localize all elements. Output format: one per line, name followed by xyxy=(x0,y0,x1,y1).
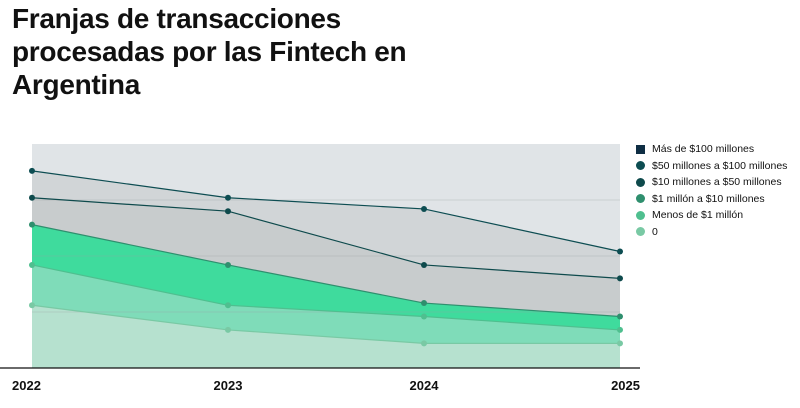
point-series-6-2025 xyxy=(617,340,623,347)
legend-item-1: Más de $100 millones xyxy=(636,141,787,158)
legend-item-3: $10 millones a $50 millones xyxy=(636,174,787,191)
legend-item-2: $50 millones a $100 millones xyxy=(636,158,787,175)
x-tick-label-2025: 2025 xyxy=(611,378,640,393)
point-series-3-2025 xyxy=(617,275,623,282)
line-series-5 xyxy=(31,264,621,331)
legend-label-2: $50 millones a $100 millones xyxy=(652,159,788,172)
gridlines xyxy=(32,199,620,313)
point-series-6-2022 xyxy=(29,302,35,309)
point-series-4-2025 xyxy=(617,313,623,320)
line-series-2 xyxy=(31,170,621,253)
x-tick-label-2023: 2023 xyxy=(214,378,243,393)
legend-label-1: Más de $100 millones xyxy=(652,143,755,155)
legend: Más de $100 millones $50 millones a $100 … xyxy=(636,141,787,240)
point-series-5-2022 xyxy=(29,261,35,268)
point-series-5-2023 xyxy=(225,302,231,309)
legend-swatch-3 xyxy=(636,177,645,187)
legend-swatch-2 xyxy=(636,161,645,171)
legend-item-6: 0 xyxy=(636,224,787,241)
series-points xyxy=(29,167,623,347)
legend-item-4: $1 millón a $10 millones xyxy=(636,191,787,208)
point-series-3-2023 xyxy=(225,208,231,215)
point-series-4-2023 xyxy=(225,261,231,268)
legend-swatch-4 xyxy=(636,194,645,204)
legend-label-5: Menos de $1 millón xyxy=(652,209,744,221)
point-series-5-2024 xyxy=(421,313,427,320)
legend-swatch-1 xyxy=(636,144,645,154)
point-series-6-2024 xyxy=(421,340,427,347)
x-tick-label-2024: 2024 xyxy=(410,378,440,393)
point-series-3-2024 xyxy=(421,261,427,268)
point-series-2-2024 xyxy=(421,205,427,212)
legend-item-5: Menos de $1 millón xyxy=(636,207,787,224)
point-series-5-2025 xyxy=(617,326,623,333)
point-series-6-2023 xyxy=(225,326,231,333)
line-series-4 xyxy=(31,224,621,318)
point-series-3-2022 xyxy=(29,194,35,201)
legend-label-3: $10 millones a $50 millones xyxy=(652,176,782,188)
legend-swatch-6 xyxy=(636,227,645,237)
line-series-3 xyxy=(31,197,621,279)
x-tick-label-2022: 2022 xyxy=(12,378,41,393)
line-series-6 xyxy=(31,304,620,344)
point-series-2-2023 xyxy=(225,194,231,201)
point-series-4-2024 xyxy=(421,300,427,307)
legend-label-4: $1 millón a $10 millones xyxy=(652,192,765,205)
legend-swatch-5 xyxy=(636,210,645,220)
point-series-4-2022 xyxy=(29,221,35,228)
chart-title: Franjas de transacciones procesadas por … xyxy=(12,3,407,100)
legend-label-6: 0 xyxy=(652,225,658,238)
series-lines xyxy=(31,170,621,344)
point-series-2-2025 xyxy=(617,248,623,255)
x-tick-labels: 2022 2023 2024 2025 xyxy=(12,378,640,393)
point-series-2-2022 xyxy=(29,167,35,174)
